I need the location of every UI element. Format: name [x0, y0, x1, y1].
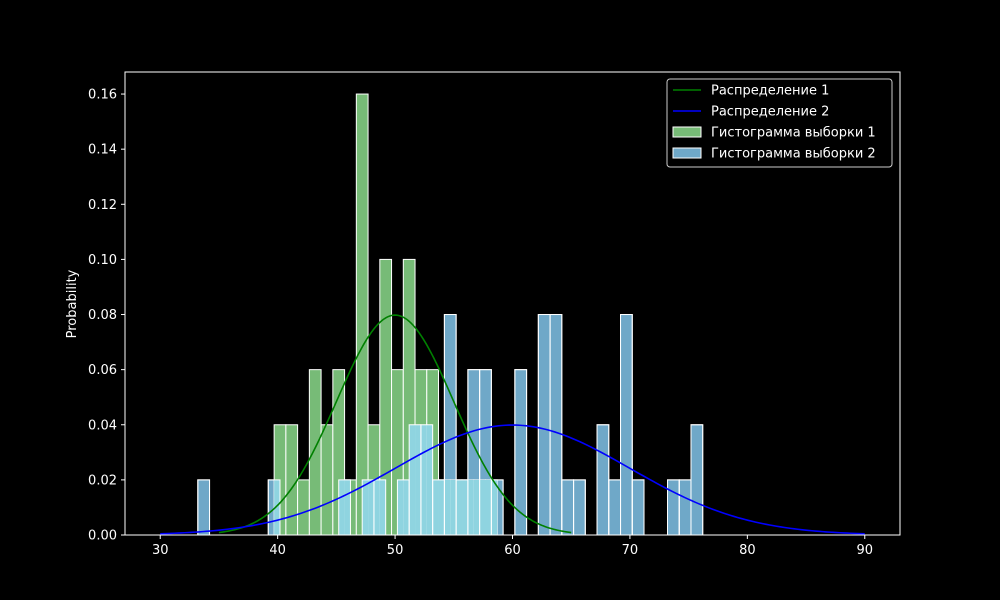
- x-tick-label: 80: [739, 543, 756, 558]
- legend: Распределение 1 Распределение 2 Гистограмм…: [666, 78, 893, 168]
- histogram-overlap-bar-15: [444, 479, 451, 535]
- x-tick-label: 50: [387, 543, 404, 558]
- histogram-overlap-bar-14: [438, 479, 445, 535]
- legend-label-3: Гистограмма выборки 1: [711, 126, 876, 141]
- histogram-overlap-bars: [197, 314, 704, 536]
- histogram-overlap-bar-2: [344, 479, 351, 535]
- histogram-overlap-bar-13: [432, 479, 439, 535]
- histogram-2-bar-16: [549, 314, 563, 536]
- histogram-2-bar-0: [197, 479, 211, 536]
- histogram-1-bar-4: [320, 424, 334, 536]
- y-tick-label: 0.02: [88, 473, 117, 488]
- histogram-overlap-bar-18: [462, 479, 468, 535]
- histogram-2-bar-21: [620, 314, 633, 536]
- histogram-overlap-bar-12: [426, 424, 433, 535]
- histogram-overlap-bar-17: [456, 479, 463, 535]
- histogram-overlap-bar-4: [368, 479, 374, 535]
- y-tick-label: 0.08: [88, 308, 117, 323]
- histogram-overlap-bar-0: [274, 479, 280, 535]
- legend-box: [666, 78, 893, 168]
- histogram-1-bar-2: [297, 479, 310, 536]
- distribution-1-line: [218, 314, 572, 534]
- legend-swatch-3: [672, 126, 702, 138]
- x-tick-label: 60: [504, 543, 521, 558]
- y-tick-label: 0.12: [88, 198, 117, 213]
- x-tick-label: 90: [856, 543, 873, 558]
- y-axis-label: Probability: [65, 269, 80, 338]
- histogram-overlap-bar-7: [397, 479, 404, 535]
- legend-label-4: Гистограмма выборки 2: [711, 147, 876, 162]
- histogram-2-bar-19: [596, 424, 610, 536]
- histogram-2-bar-17: [561, 479, 575, 536]
- histogram-overlap-bar-20: [473, 479, 480, 535]
- histogram-overlap-bar-11: [420, 424, 427, 535]
- y-tick-label: 0.10: [88, 253, 117, 268]
- histogram-2-bar-18: [573, 479, 586, 536]
- histogram-2-bar-23: [667, 479, 680, 536]
- histogram-1-bars: [273, 93, 498, 536]
- legend-label-2: Распределение 2: [711, 105, 829, 120]
- histogram-overlap-bar-3: [362, 479, 369, 535]
- y-tick-label: 0.06: [88, 363, 117, 378]
- histogram-2-bar-25: [690, 424, 704, 536]
- histogram-overlap-bar-23: [491, 479, 498, 535]
- histogram-2-bar-20: [608, 479, 622, 536]
- x-tick-label: 70: [622, 543, 639, 558]
- x-tick-label: 30: [152, 543, 169, 558]
- y-tick-label: 0.00: [88, 529, 117, 544]
- histogram-1-bar-1: [285, 424, 299, 536]
- distribution-lines: [160, 314, 865, 535]
- histogram-overlap-bar-10: [415, 424, 421, 535]
- histogram-overlap-bar-16: [450, 479, 457, 535]
- y-tick-label: 0.16: [88, 88, 117, 103]
- histogram-2-bar-15: [537, 314, 551, 536]
- histogram-overlap-bar-1: [338, 479, 345, 535]
- legend-swatch-4: [672, 147, 702, 159]
- histogram-overlap-bar-9: [409, 424, 416, 535]
- histogram-2-bar-24: [678, 479, 692, 536]
- y-axis: 0.00 0.02 0.04 0.06 0.08 0.10 0.12 0.14 0.16: [88, 88, 125, 544]
- histogram-overlap-bar-6: [379, 479, 386, 535]
- y-tick-label: 0.14: [88, 143, 117, 158]
- histogram-overlap-bar-21: [479, 479, 486, 535]
- histogram-overlap-bar-8: [403, 479, 410, 535]
- x-tick-label: 40: [269, 543, 286, 558]
- histogram-overlap-bar-22: [485, 479, 492, 535]
- y-tick-label: 0.04: [88, 418, 117, 433]
- legend-label-1: Распределение 1: [711, 84, 829, 99]
- histogram-1-bar-7: [355, 93, 369, 536]
- histogram-overlap-bar-19: [467, 479, 474, 535]
- histogram-2-bar-22: [631, 479, 645, 536]
- distribution-2-line: [160, 424, 865, 535]
- histogram-overlap-bar-5: [373, 479, 380, 535]
- x-axis: 30 40 50 60 70 80 90: [152, 535, 873, 558]
